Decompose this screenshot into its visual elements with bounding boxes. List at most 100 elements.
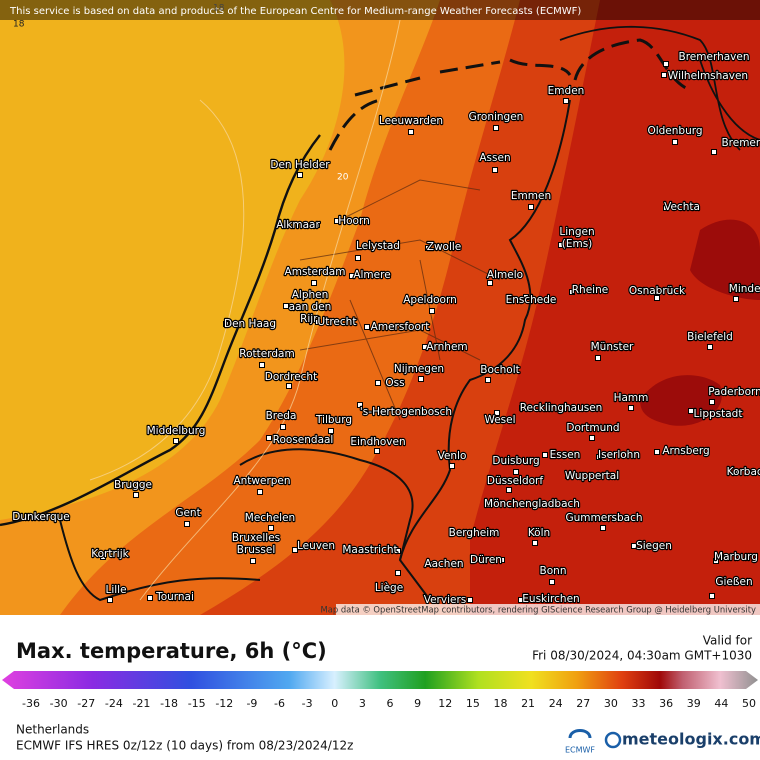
city-label: Oldenburg: [647, 125, 702, 137]
city-label: Apeldoorn: [403, 294, 457, 306]
city-label: Alphen: [292, 289, 329, 301]
scale-tick-label: -24: [105, 697, 123, 710]
city-marker: [489, 530, 495, 536]
city-label: Oss: [385, 377, 404, 389]
city-marker: [364, 324, 370, 330]
city-marker: [311, 280, 317, 286]
model-info: ECMWF IFS HRES 0z/12z (10 days) from 08/…: [16, 739, 353, 753]
brand[interactable]: meteologix.com: [622, 730, 760, 749]
city-marker: [709, 399, 715, 405]
city-marker: [328, 428, 334, 434]
city-label: Mönchengladbach: [484, 498, 580, 510]
contour-label: 20: [337, 173, 349, 183]
city-marker: [173, 438, 179, 444]
city-label: Antwerpen: [233, 475, 290, 487]
city-label: Paderborn: [708, 386, 760, 398]
city-label: Assen: [479, 152, 510, 164]
scale-tick-label: -21: [132, 697, 150, 710]
city-label: Dortmund: [566, 422, 619, 434]
city-label: Arnsberg: [662, 445, 709, 457]
city-label: Eindhoven: [350, 436, 405, 448]
scale-tick-label: 50: [742, 697, 756, 710]
city-marker: [589, 435, 595, 441]
city-label: Tilburg: [315, 414, 352, 426]
attribution-bar: [0, 0, 760, 20]
city-marker: [707, 344, 713, 350]
city-marker: [266, 435, 272, 441]
valid-time: Fri 08/30/2024, 04:30am GMT+1030: [532, 649, 752, 663]
city-marker: [499, 557, 505, 563]
city-marker: [64, 515, 70, 521]
scale-tick-label: -18: [160, 697, 178, 710]
scale-tick-label: 12: [438, 697, 452, 710]
city-label: Duisburg: [492, 455, 539, 467]
city-marker: [549, 579, 555, 585]
contour-label: 18: [213, 4, 225, 14]
city-label: Breda: [266, 410, 297, 422]
city-label: Tournai: [155, 591, 194, 603]
city-label: Korbach: [727, 466, 760, 478]
scale-tick-label: 9: [414, 697, 421, 710]
scale-tick-label: -6: [274, 697, 285, 710]
city-marker: [107, 597, 113, 603]
city-marker: [518, 597, 524, 603]
ecmwf-logo: ECMWF: [565, 746, 595, 755]
city-marker: [713, 558, 719, 564]
city-label: (Ems): [562, 238, 593, 250]
city-label: Lelystad: [356, 240, 400, 252]
city-marker: [688, 408, 694, 414]
city-label: Aachen: [424, 558, 463, 570]
legend-title: Max. temperature, 6h (°C): [16, 639, 327, 663]
scale-tick-label: 21: [521, 697, 535, 710]
city-marker: [565, 473, 571, 479]
scale-tick-label: -36: [22, 697, 40, 710]
city-label: Emden: [548, 85, 585, 97]
city-label: Bruxelles: [232, 532, 280, 544]
city-label: Köln: [528, 527, 550, 539]
city-label: Venlo: [438, 450, 467, 462]
city-label: Brussel: [237, 544, 276, 556]
city-marker: [654, 295, 660, 301]
city-marker: [709, 593, 715, 599]
city-label: Bocholt: [480, 364, 520, 376]
city-label: Groningen: [469, 111, 524, 123]
city-marker: [349, 273, 355, 279]
city-label: Minden: [729, 283, 760, 295]
city-label: Essen: [550, 449, 581, 461]
city-marker: [485, 502, 491, 508]
city-label: Iserlohn: [598, 449, 640, 461]
city-marker: [663, 61, 669, 67]
city-marker: [485, 377, 491, 383]
city-label: Münster: [591, 341, 634, 353]
map: [0, 0, 760, 615]
city-marker: [286, 383, 292, 389]
city-label: Bremen: [721, 137, 760, 149]
city-label: Den Haag: [224, 318, 276, 330]
city-label: Dordrecht: [265, 371, 317, 383]
city-marker: [334, 218, 340, 224]
city-marker: [314, 222, 320, 228]
city-label: Mechelen: [245, 512, 295, 524]
scale-tick-label: 18: [493, 697, 507, 710]
city-label: Verviers: [424, 594, 467, 606]
city-marker: [532, 540, 538, 546]
scale-tick-label: -27: [77, 697, 95, 710]
city-label: Den Helder: [270, 159, 330, 171]
city-label: Wuppertal: [565, 470, 619, 482]
scale-tick-label: 33: [632, 697, 646, 710]
city-marker: [523, 294, 529, 300]
credit-bg: [336, 604, 760, 615]
city-label: Maastricht: [342, 544, 397, 556]
city-label: Zwolle: [427, 241, 462, 253]
city-label: Hoorn: [338, 215, 370, 227]
contour-label: 18: [13, 20, 25, 30]
city-marker: [735, 469, 741, 475]
city-label: Bergheim: [449, 527, 500, 539]
city-marker: [467, 597, 473, 603]
city-marker: [375, 380, 381, 386]
map-credit: Map data © OpenStreetMap contributors, r…: [321, 605, 757, 615]
region: Netherlands: [16, 723, 89, 737]
color-scale: [2, 671, 758, 689]
city-label: Roosendaal: [273, 434, 334, 446]
